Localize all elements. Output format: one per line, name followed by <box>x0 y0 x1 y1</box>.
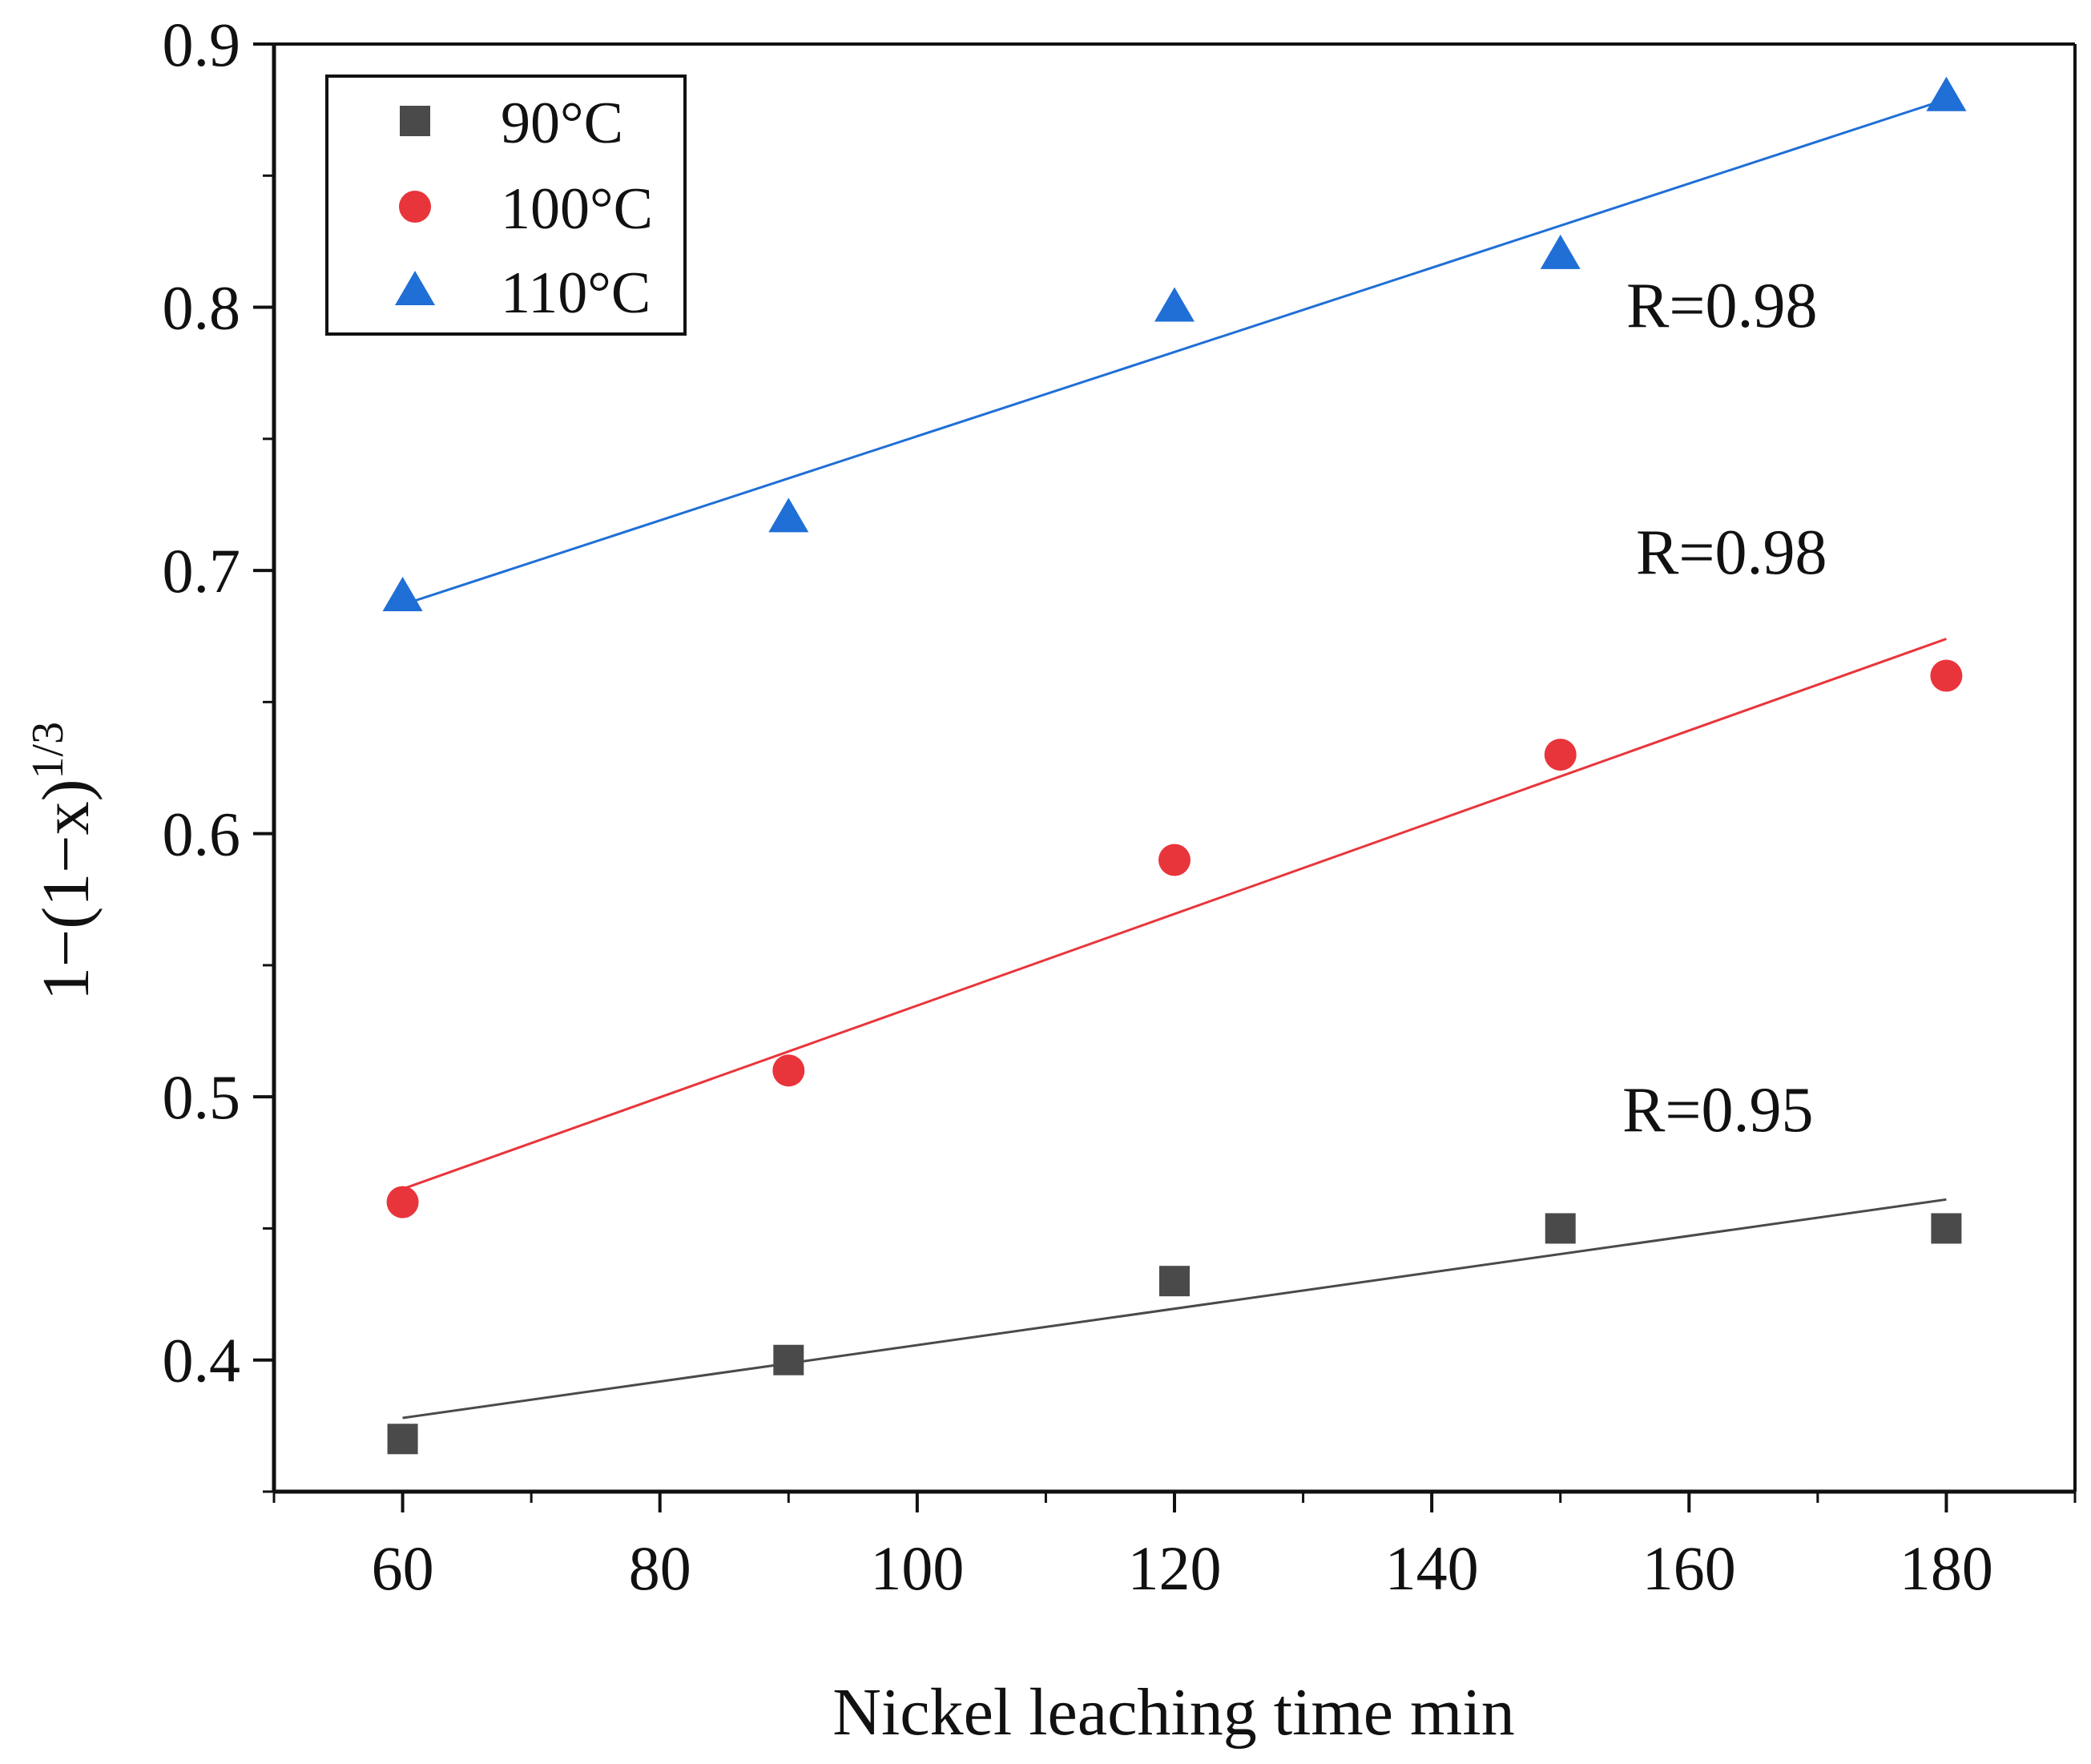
fit-lines <box>402 98 1947 1420</box>
axes: 60 80 100 120 140 160 180 0.4 0.5 0.6 0.7 0.8 0.9 <box>163 10 2077 1603</box>
x-tick-label: 60 <box>372 1533 434 1603</box>
fit-line-series-0 <box>402 1198 1947 1420</box>
x-tick-label: 120 <box>1128 1533 1222 1603</box>
data-point-series-1 <box>1930 659 1963 692</box>
y-tick-label: 0.5 <box>163 1062 241 1132</box>
x-tick-label: 100 <box>870 1533 964 1603</box>
y-axis-title: 1−(1−x)1/3 <box>23 722 103 1001</box>
data-point-series-2 <box>1540 234 1581 269</box>
fit-line-series-2 <box>402 98 1947 606</box>
y-tick-label: 0.7 <box>163 536 241 606</box>
y-tick-label: 0.9 <box>163 10 241 79</box>
y-axis-title-main: 1−(1−x) <box>29 779 103 1001</box>
data-point-series-2 <box>1926 76 1967 111</box>
legend-markers <box>395 106 435 305</box>
fit-line-series-1 <box>402 638 1947 1190</box>
y-axis-title-superscript: 1/3 <box>23 722 73 779</box>
data-point-series-0 <box>773 1344 804 1375</box>
x-tick-label: 160 <box>1642 1533 1736 1603</box>
data-point-series-2 <box>1154 287 1195 322</box>
data-point-series-2 <box>768 497 809 533</box>
x-tick-label: 140 <box>1385 1533 1479 1603</box>
y-tick-label: 0.4 <box>163 1326 241 1395</box>
legend-marker-series-2 <box>395 271 435 305</box>
legend-label-100: 100°C <box>501 176 653 242</box>
legend: 90°C 100°C 110°C <box>325 75 687 336</box>
legend-label-90: 90°C <box>501 91 623 156</box>
legend-marker-series-0 <box>400 106 430 136</box>
data-point-series-1 <box>772 1054 805 1087</box>
legend-label-110: 110°C <box>501 260 651 326</box>
data-markers <box>382 76 1967 1455</box>
r-label-100: R=0.98 <box>1636 518 1827 588</box>
r-label-110: R=0.98 <box>1626 271 1817 341</box>
data-point-series-0 <box>387 1424 418 1455</box>
data-point-series-0 <box>1545 1213 1576 1244</box>
y-tick-label: 0.8 <box>163 273 241 343</box>
data-point-series-1 <box>1544 739 1577 771</box>
data-point-series-0 <box>1159 1266 1190 1297</box>
legend-marker-series-1 <box>399 191 431 223</box>
r-label-90: R=0.95 <box>1622 1075 1813 1146</box>
y-tick-label: 0.6 <box>163 799 241 869</box>
x-tick-label: 80 <box>629 1533 691 1603</box>
x-tick-label: 180 <box>1900 1533 1993 1603</box>
data-point-series-1 <box>1158 844 1191 876</box>
data-point-series-0 <box>1931 1213 1962 1244</box>
legend-box <box>325 75 687 336</box>
data-point-series-2 <box>382 576 423 611</box>
data-point-series-1 <box>386 1186 419 1218</box>
x-axis-title: Nickel leaching time min <box>832 1675 1514 1750</box>
